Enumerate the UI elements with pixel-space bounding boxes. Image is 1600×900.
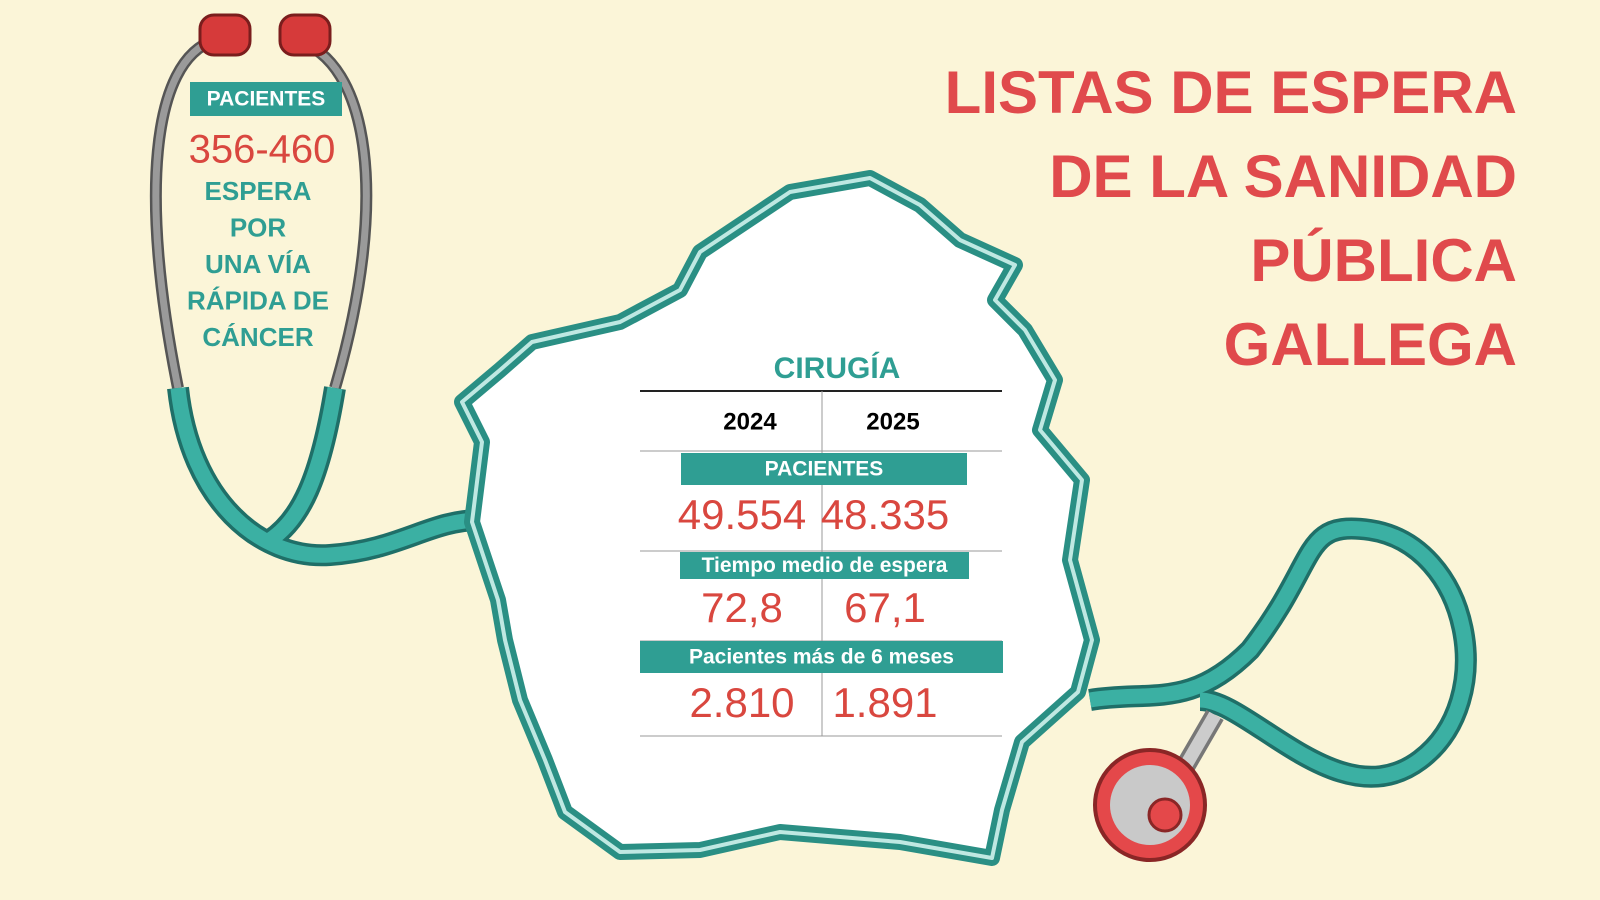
section-label: Tiempo medio de espera (702, 554, 948, 577)
section-label-bg (680, 552, 969, 579)
title-line: LISTAS DE ESPERA (945, 59, 1517, 126)
callout-line: ESPERA (205, 176, 312, 206)
cell-value: 1.891 (832, 679, 937, 726)
callout-figure: 356-460 (189, 128, 336, 172)
column-header: 2025 (866, 408, 919, 435)
cell-value: 72,8 (701, 584, 783, 631)
column-header: 2024 (723, 408, 777, 435)
cell-value: 67,1 (844, 584, 926, 631)
section-label: Pacientes más de 6 meses (689, 646, 954, 669)
callout-line: CÁNCER (202, 322, 313, 352)
section-label-bg (640, 641, 1003, 673)
table: CIRUGÍA 2024 2025 PACIENTES 49.554 48.335 T… (640, 351, 1003, 737)
callout-label-bg (190, 82, 342, 116)
callout-line: UNA VÍA (205, 249, 311, 279)
callout-label: PACIENTES (207, 88, 326, 111)
section-label: PACIENTES (765, 458, 884, 481)
cell-value: 48.335 (821, 491, 949, 538)
table-title: CIRUGÍA (774, 351, 901, 385)
section-label-bg (681, 453, 967, 485)
callout-text: ESPERA POR UNA VÍA RÁPIDA DE CÁNCER (187, 176, 329, 352)
callout-line: POR (230, 212, 287, 242)
map-highlight (460, 176, 1094, 860)
callout-line: RÁPIDA DE (187, 285, 329, 315)
title-line: GALLEGA (1224, 311, 1517, 378)
title-line: DE LA SANIDAD (1049, 143, 1517, 210)
stethoscope (149, 13, 1477, 862)
cell-value: 2.810 (689, 679, 794, 726)
cell-value: 49.554 (678, 491, 806, 538)
title-line: PÚBLICA (1250, 227, 1517, 294)
